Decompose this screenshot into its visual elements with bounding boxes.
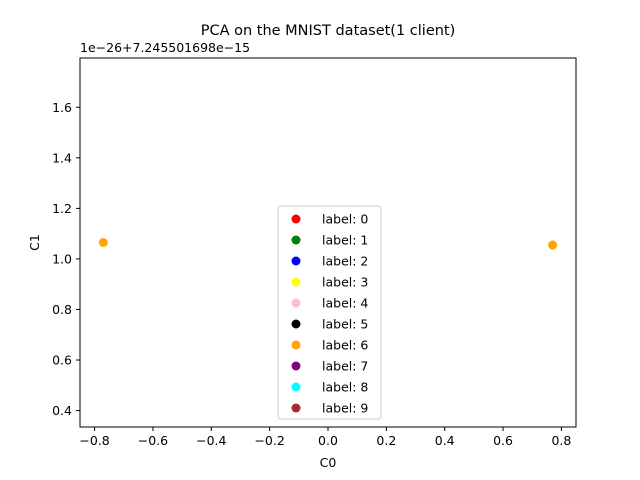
legend-label: label: 7 (322, 359, 368, 374)
data-point (98, 238, 108, 247)
legend-label: label: 4 (322, 296, 368, 311)
x-tick-label: 0.2 (376, 433, 396, 448)
legend-marker (291, 298, 301, 308)
y-tick-label: 1.0 (52, 251, 72, 266)
x-tick-label: 0.0 (318, 433, 338, 448)
y-tick-label: 1.2 (52, 201, 72, 216)
legend-marker (291, 319, 301, 329)
legend-label: label: 5 (322, 317, 368, 332)
y-tick-label: 0.6 (52, 353, 72, 368)
x-tick-label: −0.6 (138, 433, 168, 448)
x-tick-label: −0.2 (254, 433, 284, 448)
legend-marker (291, 235, 301, 245)
legend-label: label: 2 (322, 254, 368, 269)
legend-marker (291, 382, 301, 392)
x-axis-label: C0 (320, 455, 337, 470)
legend-label: label: 1 (322, 233, 368, 248)
x-tick-label: 0.4 (435, 433, 455, 448)
y-offset-label: 1e−26+7.245501698e−15 (80, 40, 250, 55)
legend-label: label: 8 (322, 380, 368, 395)
legend-marker (291, 214, 301, 224)
x-tick-label: 0.6 (493, 433, 513, 448)
data-point (548, 240, 558, 250)
legend: label: 0 label: 1 label: 2 label: 3 label: 4… (277, 205, 382, 420)
legend-label: label: 9 (322, 401, 368, 416)
legend-marker (291, 403, 301, 413)
legend-label: label: 3 (322, 275, 368, 290)
x-axis: −0.8 −0.6 −0.4 −0.2 0.0 0.2 0.4 0.6 0.8 (79, 427, 571, 448)
y-tick-label: 1.6 (52, 100, 72, 115)
legend-marker (291, 256, 301, 266)
legend-label: label: 0 (322, 212, 368, 227)
legend-label: label: 6 (322, 338, 368, 353)
y-tick-label: 0.4 (52, 403, 72, 418)
x-tick-label: 0.8 (551, 433, 571, 448)
legend-marker (291, 277, 301, 287)
legend-box (277, 205, 382, 420)
legend-marker (291, 361, 301, 371)
y-axis-label: C1 (27, 234, 42, 251)
x-tick-label: −0.8 (79, 433, 109, 448)
chart-title: PCA on the MNIST dataset(1 client) (201, 23, 456, 39)
y-tick-label: 0.8 (52, 302, 72, 317)
y-tick-label: 1.4 (52, 150, 72, 165)
x-tick-label: −0.4 (196, 433, 226, 448)
y-axis: 0.4 0.6 0.8 1.0 1.2 1.4 1.6 (52, 100, 80, 418)
data-points (98, 238, 558, 250)
legend-marker (291, 340, 301, 350)
